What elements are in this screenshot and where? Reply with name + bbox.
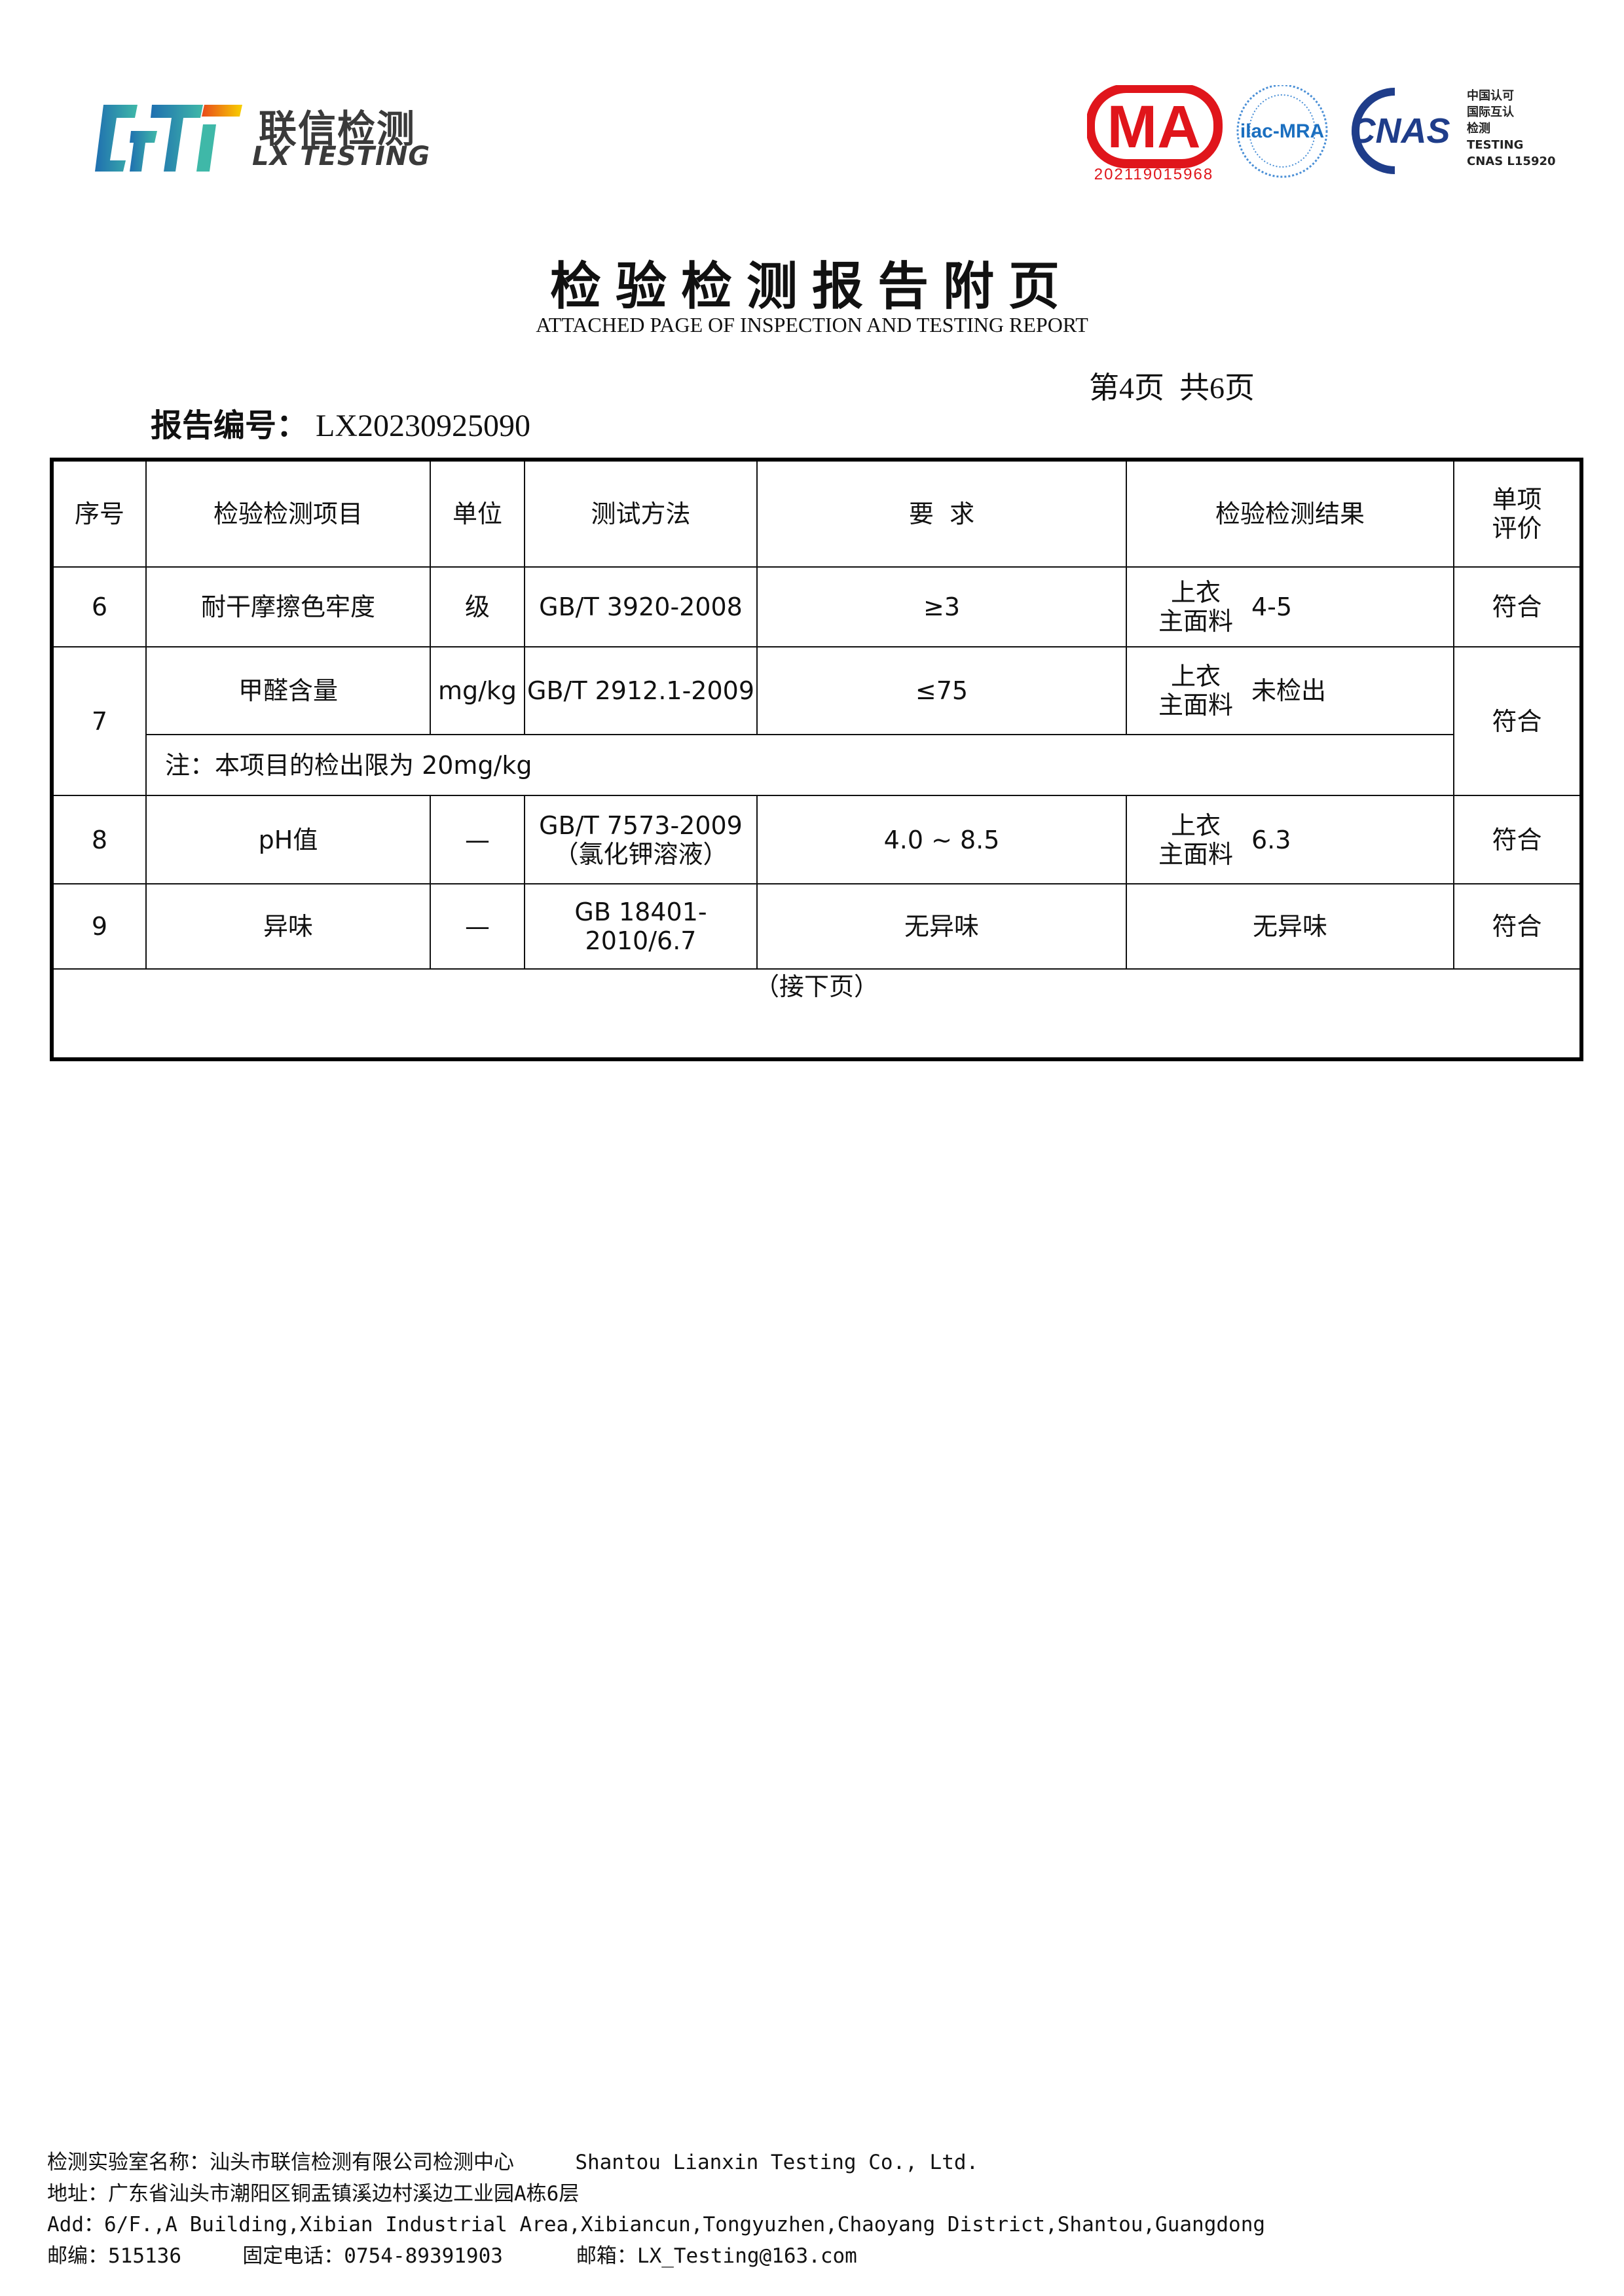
cell-no: 7 xyxy=(51,646,147,796)
svg-text:MA: MA xyxy=(1107,94,1200,160)
company-logo: 联信检测 LX TESTING xyxy=(92,98,445,173)
footer-lab-name: 检测实验室名称：汕头市联信检测有限公司检测中心 Shantou Lianxin … xyxy=(47,2151,979,2174)
report-number-label: 报告编号： xyxy=(151,409,308,443)
cell-unit: — xyxy=(430,795,525,884)
cell-verdict: 符合 xyxy=(1453,795,1582,884)
page-number: 第4页 共6页 xyxy=(1089,371,1255,405)
cell-verdict: 符合 xyxy=(1453,566,1582,647)
page-title: 检验检测报告附页 xyxy=(549,257,1074,316)
cma-mark-icon xyxy=(1086,84,1223,168)
cert-line: TESTING xyxy=(1467,138,1524,152)
cell-item: 异味 xyxy=(145,883,431,970)
table-row: 9 异味 — GB 18401-2010/6.7 无异味 无异味 符合 xyxy=(51,883,1582,970)
result-location: 上衣 主面料 xyxy=(1158,578,1233,636)
cell-item: 甲醛含量 xyxy=(145,646,431,735)
cell-unit: mg/kg xyxy=(430,646,525,735)
footer-address-cn: 地址：广东省汕头市潮阳区铜盂镇溪边村溪边工业园A栋6层 xyxy=(47,2181,580,2206)
cell-requirement: ≥3 xyxy=(756,566,1127,647)
result-value: 6.3 xyxy=(1251,825,1291,854)
certification-marks: MA 202119015968 ilac-MRA CNAS 中国认可 国际互认 … xyxy=(1086,84,1559,183)
header-cell: 单位 xyxy=(430,459,525,568)
table-row: 6 耐干摩擦色牢度 级 GB/T 3920-2008 ≥3 上衣 主面料 4-5 … xyxy=(51,566,1582,647)
result-value: 4-5 xyxy=(1251,592,1293,621)
cell-no: 9 xyxy=(51,883,147,970)
table-note-row: 注：本项目的检出限为 20mg/kg xyxy=(52,734,1581,796)
certification-logos: MA 202119015968 ilac-MRA CNAS xyxy=(1086,84,1450,183)
cell-verdict: 符合 xyxy=(1453,646,1582,796)
header-cell: 序号 xyxy=(51,459,147,568)
svg-text:CNAS: CNAS xyxy=(1350,111,1450,151)
header-cell: 要 求 xyxy=(756,459,1127,568)
ilac-mra-icon: ilac-MRA xyxy=(1236,84,1328,178)
cell-method: GB/T 7573-2009 （氯化钾溶液） xyxy=(524,795,758,884)
header-cell: 测试方法 xyxy=(524,459,758,568)
cell-result: 上衣 主面料 未检出 xyxy=(1126,646,1454,735)
cert-line: 检测 xyxy=(1467,122,1490,136)
result-location: 上衣 主面料 xyxy=(1158,662,1233,720)
cert-line: 中国认可 xyxy=(1467,89,1514,103)
cell-result: 上衣 主面料 4-5 xyxy=(1126,566,1454,647)
cert-line: CNAS L15920 xyxy=(1467,155,1556,168)
cell-result: 上衣 主面料 6.3 xyxy=(1126,795,1454,884)
cell-requirement: ≤75 xyxy=(756,646,1127,735)
cell-no: 6 xyxy=(51,566,147,647)
svg-text:202119015968: 202119015968 xyxy=(1094,166,1213,183)
report-number: 报告编号： LX20230925090 xyxy=(151,399,530,445)
cell-verdict: 符合 xyxy=(1453,883,1582,970)
footer-contact: 邮编：515136 固定电话：0754-89391903 邮箱：LX_Testi… xyxy=(47,2244,857,2268)
header-cell: 检验检测项目 xyxy=(145,459,431,568)
result-location: 上衣 主面料 xyxy=(1158,811,1233,869)
cell-method: GB/T 3920-2008 xyxy=(524,566,758,647)
header-cell: 单项 评价 xyxy=(1453,459,1582,568)
table-header-row: 序号 检验检测项目 单位 测试方法 要 求 检验检测结果 单项 评价 xyxy=(51,459,1582,568)
svg-text:ilac-MRA: ilac-MRA xyxy=(1240,120,1324,142)
footer-address-en: Add：6/F.,A Building,Xibian Industrial Ar… xyxy=(47,2213,1266,2236)
cnas-accreditation-text: 中国认可 国际互认 检测 TESTING CNAS L15920 xyxy=(1467,88,1556,170)
cell-requirement: 4.0 ~ 8.5 xyxy=(756,795,1127,884)
table-row: 8 pH值 — GB/T 7573-2009 （氯化钾溶液） 4.0 ~ 8.5… xyxy=(51,795,1582,884)
table-row: 7 甲醛含量 mg/kg GB/T 2912.1-2009 ≤75 上衣 主面料… xyxy=(51,646,1582,796)
logo-chinese-name: 联信检测 xyxy=(259,107,416,151)
page-subtitle: ATTACHED PAGE OF INSPECTION AND TESTING … xyxy=(536,313,1088,337)
cell-note: 注：本项目的检出限为 20mg/kg xyxy=(145,734,1454,796)
cell-item: 耐干摩擦色牢度 xyxy=(145,566,431,647)
logo-english-name: LX TESTING xyxy=(252,141,431,172)
cell-item: pH值 xyxy=(145,795,431,884)
cell-unit: 级 xyxy=(430,566,525,647)
cell-method: GB 18401-2010/6.7 xyxy=(524,883,758,970)
footer: 检测实验室名称：汕头市联信检测有限公司检测中心 Shantou Lianxin … xyxy=(47,2147,1265,2272)
header-cell: 检验检测结果 xyxy=(1126,459,1454,568)
cell-requirement: 无异味 xyxy=(756,883,1127,970)
continued-note: （接下页） xyxy=(51,968,1582,1060)
cert-line: 国际互认 xyxy=(1467,105,1514,119)
table-continued-row: （接下页） xyxy=(51,968,1582,1060)
cell-result: 无异味 xyxy=(1126,883,1454,970)
cell-no: 8 xyxy=(51,795,147,884)
cell-method: GB/T 2912.1-2009 xyxy=(524,646,758,735)
lxt-logo-mark xyxy=(95,105,242,172)
cell-unit: — xyxy=(430,883,525,970)
report-number-value: LX20230925090 xyxy=(316,409,530,443)
cnas-icon: CNAS xyxy=(1350,88,1450,174)
results-table: 序号 检验检测项目 单位 测试方法 要 求 检验检测结果 单项 评价 6 耐干摩… xyxy=(50,458,1583,1061)
result-value: 未检出 xyxy=(1251,676,1327,705)
